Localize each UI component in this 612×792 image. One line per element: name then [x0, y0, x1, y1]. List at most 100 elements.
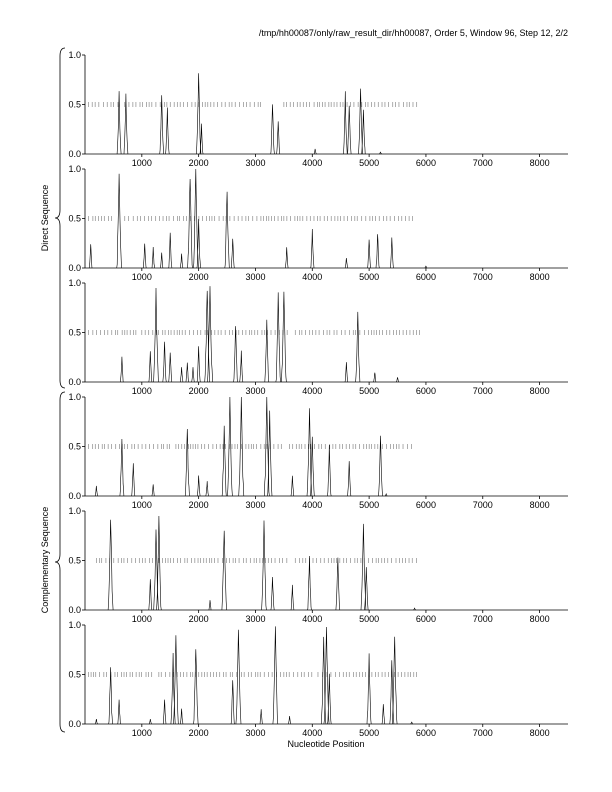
peak-line: [379, 151, 382, 155]
peak-line: [364, 567, 369, 611]
peak-line: [367, 239, 371, 269]
y-tick-label: 0.5: [68, 328, 81, 338]
x-tick-label: 5000: [359, 614, 379, 624]
panels: 0.0 0.5 1.0 1000 2000 3000 4000 5000 6000 7000 800…: [68, 50, 568, 738]
peak-line: [413, 607, 416, 611]
peak-line: [153, 287, 159, 383]
x-tick-label: 2000: [189, 500, 209, 510]
panel-6: 0.0 0.5 1.0 1000 2000 3000 4000 5000 6000 7000 800…: [68, 620, 568, 738]
peak-line: [196, 218, 201, 269]
peak-line: [290, 584, 295, 611]
peak-line: [227, 396, 233, 497]
peak-line: [196, 73, 202, 155]
x-tick-label: 3000: [245, 500, 265, 510]
y-tick-label: 0.0: [68, 263, 81, 273]
peak-line: [224, 191, 230, 269]
peak-line: [151, 246, 155, 269]
peak-line: [307, 555, 312, 611]
panel-1: 0.0 0.5 1.0 1000 2000 3000 4000 5000 6000 7000 800…: [68, 50, 568, 168]
y-tick-label: 1.0: [68, 620, 81, 630]
y-tick-label: 0.5: [68, 100, 81, 110]
peak-line: [384, 493, 388, 497]
panel-5: 0.0 0.5 1.0 1000 2000 3000 4000 5000 6000 7000 800…: [68, 506, 568, 624]
peak-line: [264, 319, 270, 383]
x-tick-label: 2000: [189, 386, 209, 396]
peak-line: [389, 660, 395, 725]
peak-line: [335, 557, 341, 611]
x-tick-label: 6000: [416, 272, 436, 282]
y-tick-label: 1.0: [68, 50, 81, 60]
x-tick-label: 4000: [302, 728, 322, 738]
x-tick-label: 2000: [189, 272, 209, 282]
peak-line: [170, 652, 176, 725]
peak-line: [230, 680, 235, 725]
x-tick-label: 2000: [189, 614, 209, 624]
peak-line: [193, 649, 199, 725]
x-tick-label: 8000: [530, 386, 550, 396]
x-tick-label: 5000: [359, 386, 379, 396]
peak-line: [310, 228, 315, 269]
x-axis-title: Nucleotide Position: [287, 739, 364, 749]
peak-line: [347, 461, 352, 497]
x-tick-label: 6000: [416, 500, 436, 510]
peak-line: [142, 243, 147, 269]
peak-line: [321, 636, 327, 725]
group-label-direct: Direct Sequence: [40, 185, 50, 252]
x-tick-label: 4000: [302, 500, 322, 510]
peak-line: [120, 356, 124, 383]
peak-line: [165, 107, 170, 155]
peak-line: [116, 173, 122, 269]
x-tick-label: 8000: [530, 614, 550, 624]
peak-line: [281, 291, 287, 383]
x-tick-label: 5000: [359, 158, 379, 168]
peak-line: [327, 673, 332, 725]
x-tick-label: 4000: [302, 386, 322, 396]
x-tick-label: 3000: [245, 158, 265, 168]
peak-line: [199, 123, 204, 155]
panel-3: 0.0 0.5 1.0 1000 2000 3000 4000 5000 6000 7000 800…: [68, 278, 568, 396]
x-tick-label: 6000: [416, 614, 436, 624]
panel-2: 0.0 0.5 1.0 1000 2000 3000 4000 5000 6000 7000 800…: [68, 164, 568, 282]
peak-line: [180, 708, 184, 725]
peak-line: [204, 290, 210, 383]
x-tick-label: 1000: [132, 272, 152, 282]
x-tick-label: 3000: [245, 728, 265, 738]
peak-line: [221, 425, 227, 497]
peak-line: [108, 667, 113, 725]
peak-line: [313, 148, 317, 155]
peak-line: [285, 247, 289, 269]
peak-line: [360, 523, 367, 611]
peak-line: [344, 257, 348, 269]
x-tick-label: 8000: [530, 158, 550, 168]
peak-line: [235, 629, 242, 725]
x-tick-label: 8000: [530, 500, 550, 510]
peak-line: [392, 636, 398, 725]
x-tick-label: 1000: [132, 386, 152, 396]
peak-line: [238, 396, 245, 497]
peak-line: [267, 410, 273, 497]
peak-line: [378, 435, 383, 497]
peak-line: [259, 709, 263, 725]
peak-line: [343, 91, 348, 155]
peak-line: [347, 105, 352, 155]
peak-line: [272, 626, 279, 725]
peak-line: [162, 341, 167, 383]
peak-line: [168, 352, 173, 383]
peak-line: [233, 326, 238, 383]
x-tick-label: 5000: [359, 272, 379, 282]
peak-line: [180, 253, 184, 269]
peak-line: [373, 372, 377, 383]
group-label-complementary: Complementary Sequence: [40, 507, 50, 614]
peak-line: [184, 428, 190, 497]
x-tick-label: 6000: [416, 386, 436, 396]
peak-line: [162, 699, 167, 725]
x-tick-label: 1000: [132, 158, 152, 168]
peak-line: [123, 93, 129, 155]
brace-complementary: [54, 391, 66, 733]
brace-direct: [54, 47, 66, 389]
y-tick-label: 0.0: [68, 149, 81, 159]
y-tick-label: 0.5: [68, 556, 81, 566]
x-tick-label: 6000: [416, 728, 436, 738]
peak-line: [88, 244, 93, 269]
peak-line: [270, 104, 275, 155]
